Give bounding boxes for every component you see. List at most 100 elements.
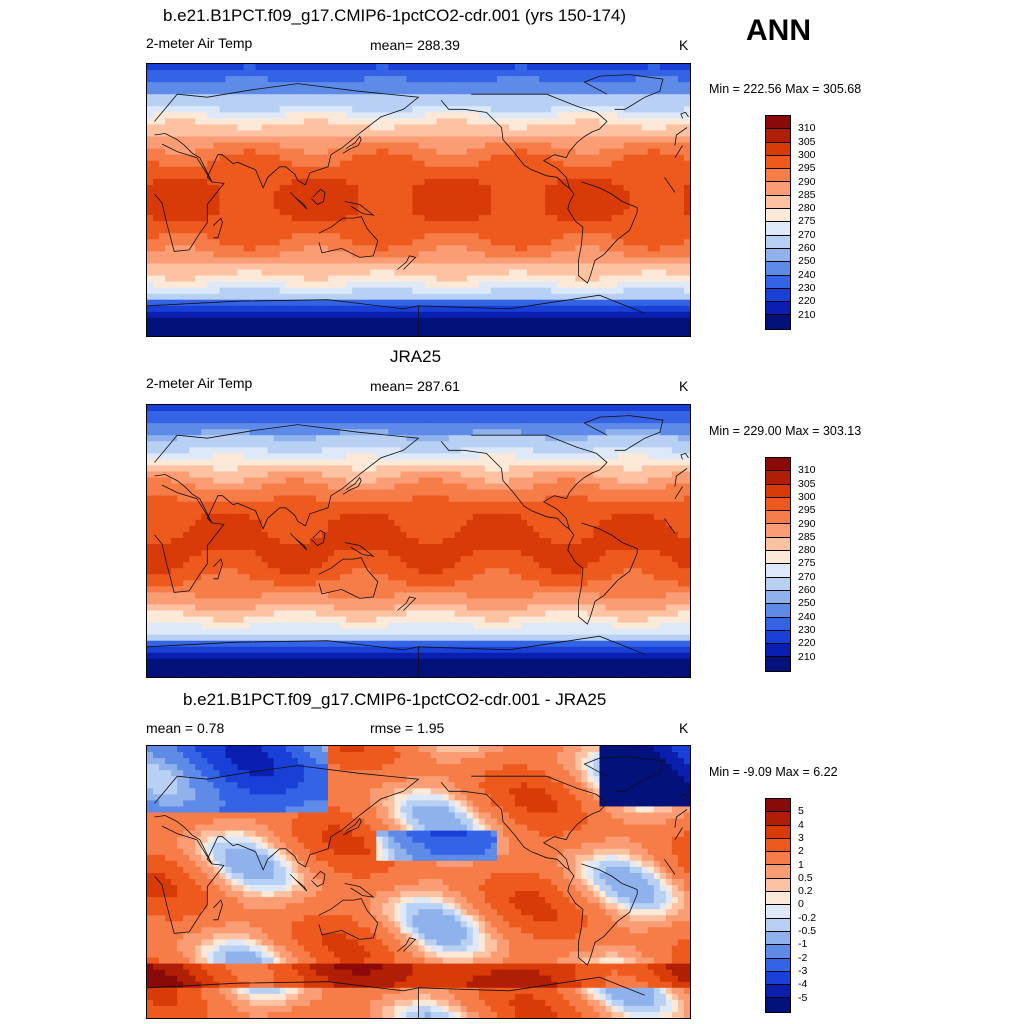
panel-1-variable-label: 2-meter Air Temp [146, 35, 253, 51]
panel-2-map [146, 404, 691, 678]
colorbar-box [766, 315, 790, 329]
colorbar-box [766, 209, 790, 223]
coastline [440, 434, 608, 530]
coastline [344, 542, 375, 557]
colorbar-box [766, 905, 790, 919]
panel-1-mean-label: mean= 288.39 [370, 37, 460, 53]
coastline [147, 294, 645, 336]
colorbar-box [766, 985, 790, 999]
coastline [318, 898, 379, 940]
colorbar-tick-label: 305 [798, 477, 816, 490]
coastline [440, 93, 608, 189]
coastline [290, 192, 308, 210]
colorbar-box [766, 878, 790, 893]
colorbar-tick-label: 305 [798, 135, 816, 148]
colorbar-tick-label: -2 [798, 951, 808, 964]
colorbar-tick-label: 275 [798, 557, 816, 570]
colorbar-box [766, 852, 790, 866]
colorbar-box [766, 524, 790, 538]
coastline [311, 529, 326, 546]
colorbar-box [766, 931, 790, 946]
coastline [147, 635, 645, 677]
coastline [397, 596, 417, 611]
colorbar-tick-label: 260 [798, 242, 816, 254]
panel-1-title: b.e21.B1PCT.f09_g17.CMIP6-1pctCO2-cdr.00… [163, 6, 627, 25]
colorbar-tick-label: 290 [798, 517, 816, 530]
panel-1-minmax: Min = 222.56 Max = 305.68 [709, 82, 862, 96]
colorbar-tick-label: 220 [798, 295, 816, 308]
coastline [290, 533, 308, 551]
colorbar-tick-label: 220 [798, 637, 816, 650]
colorbar-tick-label: 280 [798, 202, 816, 215]
panel-3-map [146, 745, 691, 1019]
coastline [213, 899, 223, 921]
panel-3-contour-field [147, 746, 690, 1018]
panel-2-minmax: Min = 229.00 Max = 303.13 [709, 424, 862, 438]
colorbar-tick-label: -3 [798, 964, 808, 977]
colorbar-tick-label: 290 [798, 175, 816, 188]
coastline [213, 558, 223, 580]
colorbar-box [766, 248, 790, 263]
colorbar-box [766, 657, 790, 671]
colorbar-box [766, 838, 790, 853]
colorbar-box [766, 471, 790, 485]
panel-3-rmse-label: rmse = 1.95 [370, 720, 445, 736]
colorbar-box [766, 945, 790, 959]
coastline [440, 775, 608, 871]
colorbar-box [766, 865, 790, 879]
colorbar-box [766, 169, 790, 183]
panel-2-units-label: K [679, 378, 689, 394]
coastline [147, 976, 645, 1018]
panel-3-minmax: Min = -9.09 Max = 6.22 [709, 765, 838, 779]
colorbar-box [766, 195, 790, 210]
colorbar-box [766, 537, 790, 552]
colorbar-box [766, 971, 790, 986]
coastline [342, 135, 362, 154]
colorbar-box [766, 799, 790, 813]
colorbar-tick-label: -1 [798, 938, 808, 951]
coastline [342, 476, 362, 495]
coastline [344, 883, 375, 898]
colorbar-box [766, 958, 790, 972]
colorbar-box [766, 155, 790, 170]
colorbar-box [766, 116, 790, 130]
colorbar-box [766, 551, 790, 565]
colorbar-tick-label: 230 [798, 281, 816, 294]
colorbar-box [766, 302, 790, 316]
colorbar-tick-label: 295 [798, 504, 816, 517]
colorbar-tick-label: 310 [798, 122, 816, 135]
colorbar-box [766, 892, 790, 906]
colorbar-box [766, 142, 790, 156]
colorbar-tick-label: 250 [798, 597, 816, 610]
colorbar-tick-label: 1 [798, 858, 804, 871]
coastline [583, 756, 664, 792]
colorbar-tick-label: 300 [798, 490, 816, 503]
coastline [318, 557, 379, 599]
colorbar-tick-label: 280 [798, 544, 816, 557]
colorbar-tick-label: 310 [798, 464, 816, 477]
colorbar-tick-label: -0.5 [798, 925, 817, 937]
panel-3-title: b.e21.B1PCT.f09_g17.CMIP6-1pctCO2-cdr.00… [183, 690, 607, 709]
colorbar-box [766, 222, 790, 236]
colorbar-box [766, 288, 790, 303]
coastline [344, 201, 375, 216]
colorbar-tick-label: 240 [798, 268, 816, 281]
coastline [397, 937, 417, 952]
coastlines [147, 756, 689, 1018]
coastline [583, 74, 664, 110]
colorbar-box [766, 617, 790, 631]
panel-2-title: JRA25 [390, 347, 442, 366]
colorbar-box [766, 630, 790, 645]
colorbar-box [766, 235, 790, 249]
colorbar-tick-label: 230 [798, 623, 816, 636]
coastline [290, 874, 308, 892]
colorbar-tick-label: 210 [798, 308, 816, 321]
coastline [318, 216, 379, 258]
colorbar-tick-label: 250 [798, 255, 816, 268]
coastline [311, 188, 326, 205]
coastline [567, 863, 638, 966]
colorbar-box [766, 825, 790, 839]
coastline [154, 83, 688, 189]
colorbar-box [766, 511, 790, 525]
coastline [567, 522, 638, 625]
